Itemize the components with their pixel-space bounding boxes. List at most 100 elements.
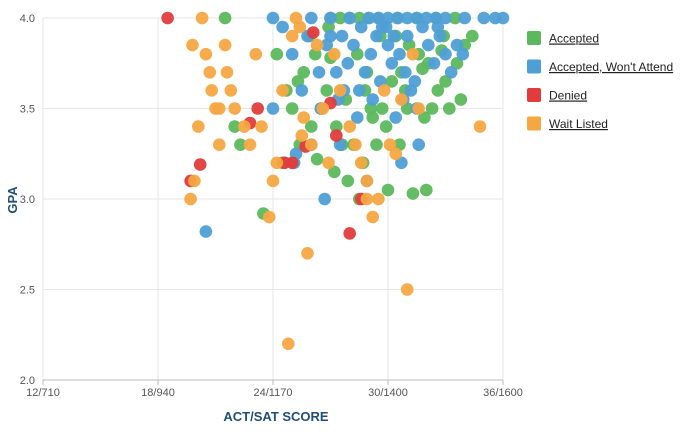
data-point-accepted-won-t-attend — [450, 38, 464, 52]
data-point-accepted-won-t-attend — [312, 66, 326, 79]
data-point-accepted-won-t-attend — [391, 11, 404, 25]
data-point-wait-listed — [360, 174, 374, 188]
data-point-wait-listed — [395, 93, 408, 106]
data-point-accepted-won-t-attend — [456, 47, 470, 61]
data-point-accepted — [431, 84, 445, 97]
data-point-accepted-won-t-attend — [330, 66, 343, 79]
y-tick-label: 2.0 — [20, 375, 35, 387]
data-point-accepted — [234, 138, 247, 151]
data-point-accepted-won-t-attend — [427, 57, 441, 70]
data-point-wait-listed — [383, 138, 397, 151]
data-point-wait-listed — [266, 174, 280, 188]
data-point-accepted-won-t-attend — [422, 38, 435, 52]
x-tick-label: 36/1600 — [483, 387, 523, 399]
data-point-accepted — [425, 102, 439, 115]
y-tick-label: 4.0 — [20, 13, 35, 25]
data-point-accepted — [270, 47, 284, 61]
data-point-wait-listed — [218, 38, 232, 52]
data-point-accepted-won-t-attend — [395, 156, 408, 170]
data-point-wait-listed — [389, 147, 403, 161]
data-point-denied — [330, 129, 343, 142]
data-point-accepted — [466, 29, 479, 43]
y-tick-label: 3.0 — [20, 194, 35, 206]
data-point-accepted — [450, 57, 464, 70]
y-axis-title: GPA — [5, 186, 20, 214]
data-point-wait-listed — [213, 102, 226, 115]
data-point-accepted — [285, 102, 299, 115]
data-point-wait-listed — [238, 120, 251, 133]
data-point-wait-listed — [316, 102, 330, 115]
legend-swatch-accepted-won-t-attend — [527, 59, 541, 74]
data-point-accepted-won-t-attend — [354, 20, 368, 34]
data-point-accepted-won-t-attend — [341, 57, 355, 70]
data-point-denied — [251, 102, 264, 115]
legend: Accepted Accepted, Won't Attend Denied Wait… — [527, 31, 673, 131]
data-point-accepted — [228, 120, 241, 133]
data-points — [161, 11, 510, 351]
legend-label-accepted-won-t-attend[interactable]: Accepted, Won't Attend — [549, 60, 673, 74]
data-point-wait-listed — [270, 156, 284, 170]
data-point-accepted-won-t-attend — [285, 47, 299, 61]
data-point-wait-listed — [195, 11, 209, 25]
data-point-accepted-won-t-attend — [370, 29, 383, 43]
data-point-accepted — [310, 152, 324, 166]
data-point-denied — [193, 158, 207, 171]
data-point-wait-listed — [343, 120, 357, 133]
data-point-accepted — [406, 187, 420, 200]
data-point-accepted-won-t-attend — [477, 11, 491, 25]
y-tick-label: 2.5 — [20, 285, 35, 297]
data-point-accepted-won-t-attend — [420, 11, 433, 25]
x-tick-label: 30/1400 — [368, 387, 408, 399]
data-point-denied — [161, 11, 174, 25]
data-point-accepted — [297, 66, 311, 79]
data-point-accepted-won-t-attend — [393, 47, 406, 61]
data-point-wait-listed — [377, 84, 391, 97]
data-point-accepted-won-t-attend — [266, 102, 280, 115]
data-point-accepted-won-t-attend — [400, 11, 414, 25]
legend-label-accepted[interactable]: Accepted — [549, 32, 599, 46]
data-point-accepted — [448, 11, 462, 25]
data-point-wait-listed — [354, 156, 368, 170]
data-point-wait-listed — [186, 38, 199, 52]
data-point-denied — [285, 156, 299, 170]
data-point-accepted-won-t-attend — [408, 75, 422, 88]
data-point-wait-listed — [328, 47, 341, 61]
x-tick-label: 18/940 — [141, 387, 175, 399]
data-point-wait-listed — [184, 192, 197, 206]
data-point-accepted-won-t-attend — [362, 11, 376, 25]
data-point-wait-listed — [255, 120, 268, 133]
data-point-accepted-won-t-attend — [305, 11, 318, 25]
data-point-accepted — [416, 62, 429, 75]
data-point-accepted-won-t-attend — [458, 11, 472, 25]
data-point-accepted-won-t-attend — [381, 38, 395, 52]
x-tick-label: 24/1170 — [254, 387, 293, 399]
data-point-accepted-won-t-attend — [318, 192, 332, 206]
data-point-accepted — [381, 183, 395, 197]
axes: 12/710 18/940 24/1170 30/1400 36/1600 2.0 2.5 3… — [20, 13, 523, 399]
data-point-accepted — [379, 120, 393, 133]
data-point-wait-listed — [249, 47, 263, 61]
data-point-accepted — [328, 165, 341, 179]
data-point-accepted-won-t-attend — [400, 29, 414, 43]
legend-label-denied[interactable]: Denied — [549, 89, 587, 103]
data-point-accepted — [341, 174, 355, 188]
data-point-wait-listed — [262, 210, 276, 224]
data-point-accepted-won-t-attend — [439, 11, 452, 25]
data-point-accepted-won-t-attend — [358, 66, 372, 79]
data-point-accepted-won-t-attend — [410, 11, 424, 25]
data-point-denied — [307, 26, 320, 39]
data-point-accepted — [443, 102, 456, 115]
legend-label-wait-listed[interactable]: Wait Listed — [549, 117, 608, 131]
data-point-accepted-won-t-attend — [444, 66, 458, 79]
data-point-accepted — [418, 111, 431, 124]
data-point-accepted — [385, 75, 399, 88]
data-point-accepted-won-t-attend — [351, 111, 364, 124]
data-point-wait-listed — [285, 29, 299, 43]
data-point-wait-listed — [199, 47, 213, 61]
data-point-wait-listed — [322, 156, 335, 170]
data-point-accepted-won-t-attend — [379, 20, 393, 34]
y-tick-label: 3.5 — [20, 104, 35, 116]
x-axis-title: ACT/SAT SCORE — [223, 409, 329, 424]
